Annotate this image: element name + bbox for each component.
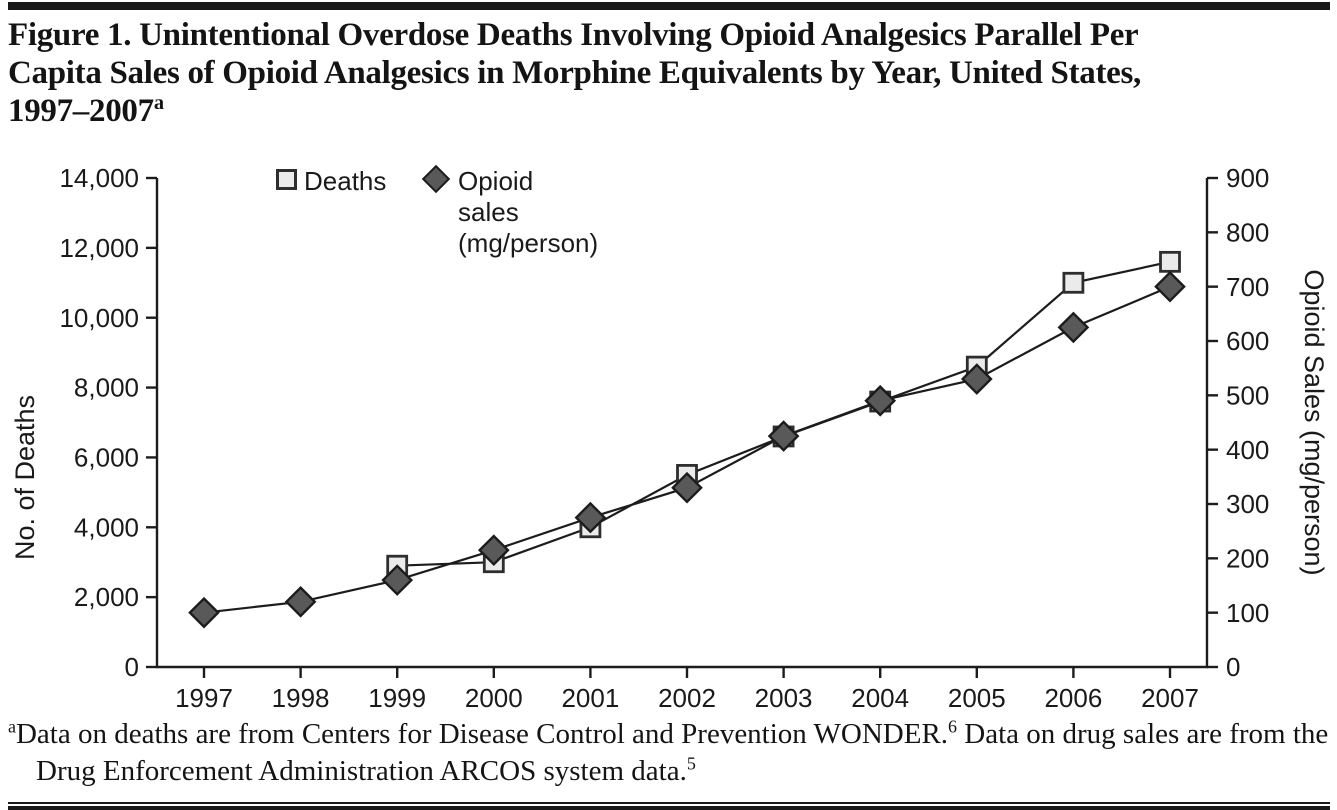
sales-data-marker [381, 564, 414, 596]
left-axis-tick-label: 12,000 [59, 233, 139, 263]
right-axis-tick-label: 800 [1226, 217, 1269, 247]
figure-title-line2: Capita Sales of Opioid Analgesics in Mor… [8, 55, 1141, 91]
sales-data-marker [574, 501, 607, 534]
sales-data-marker [477, 534, 510, 567]
left-axis-tick-label: 10,000 [59, 303, 139, 333]
right-axis-tick-label: 300 [1226, 489, 1269, 519]
sales-data-marker [284, 585, 317, 618]
deaths-line [397, 260, 1171, 567]
sales-data-marker [671, 471, 703, 504]
left-axis-title: No. of Deaths [10, 395, 40, 560]
right-axis-tick-label: 100 [1226, 598, 1269, 628]
figure-title-line3: 1997–2007a [8, 92, 1334, 130]
x-axis-year-label: 2007 [1141, 683, 1199, 713]
bottom-rule-thin [8, 802, 1330, 804]
figure-title-footnote-mark: a [153, 92, 164, 114]
deaths-legend-square-marker [276, 169, 297, 190]
footnote-text-1: Data on deaths are from Centers for Dise… [15, 718, 949, 750]
bottom-rule-thick [8, 806, 1330, 810]
left-axis-tick-label: 0 [125, 652, 139, 682]
footnote-ref-5: 5 [686, 753, 696, 774]
right-axis-tick-label: 400 [1226, 435, 1269, 465]
x-axis-year-label: 2006 [1044, 683, 1102, 713]
footnote-mark-a: a [8, 716, 16, 737]
sales-data-marker [864, 384, 897, 417]
left-axis-tick-label: 4,000 [74, 512, 139, 542]
right-axis-tick-label: 700 [1226, 272, 1269, 302]
footnote-ref-6: 6 [948, 716, 958, 737]
right-axis-tick-label: 200 [1226, 543, 1269, 573]
sales-data-marker [960, 363, 993, 395]
sales-data-marker [767, 420, 800, 452]
sales-data-marker [188, 596, 220, 629]
footnote-text-2: Data on drug sales are from the Drug Enf… [36, 718, 1329, 787]
sales-legend-label: Opioid sales (mg/person) [458, 166, 599, 258]
left-axis-tick-label: 2,000 [74, 582, 139, 612]
sales-data-marker [1057, 311, 1090, 344]
deaths-data-marker [1159, 250, 1181, 273]
figure-footnote: aData on deaths are from Centers for Dis… [8, 716, 1337, 790]
figure-title-years: 1997–2007 [8, 93, 154, 129]
x-axis-year-label: 2005 [948, 683, 1006, 713]
top-rule [8, 2, 1330, 10]
right-axis-tick-label: 500 [1226, 380, 1269, 410]
deaths-data-marker [1062, 271, 1085, 294]
x-axis-year-label: 2003 [755, 683, 813, 713]
sales-data-marker [1154, 270, 1186, 303]
left-axis-tick-label: 14,000 [59, 163, 139, 193]
axes-frame [155, 178, 1209, 669]
x-axis-year-label: 1998 [272, 683, 330, 713]
sales-line [203, 285, 1171, 614]
x-axis-year-label: 2001 [561, 683, 619, 713]
figure-title-line1: Figure 1. Unintentional Overdose Deaths … [8, 17, 1139, 53]
left-axis-tick-label: 8,000 [74, 373, 139, 403]
x-axis-year-label: 1999 [368, 683, 426, 713]
right-axis-tick-label: 0 [1226, 652, 1240, 682]
right-axis-tick-label: 900 [1226, 163, 1269, 193]
deaths-legend-label: Deaths [304, 166, 387, 196]
x-axis-year-label: 2002 [658, 683, 716, 713]
right-axis-tick-label: 600 [1226, 326, 1269, 356]
x-axis-year-label: 1997 [175, 683, 233, 713]
right-axis-title: Opioid Sales (mg/person) [1299, 269, 1329, 575]
left-axis-tick-label: 6,000 [74, 443, 139, 473]
figure-title: Figure 1. Unintentional Overdose Deaths … [8, 16, 1334, 130]
x-axis-year-label: 2004 [851, 683, 909, 713]
x-axis-year-label: 2000 [465, 683, 523, 713]
